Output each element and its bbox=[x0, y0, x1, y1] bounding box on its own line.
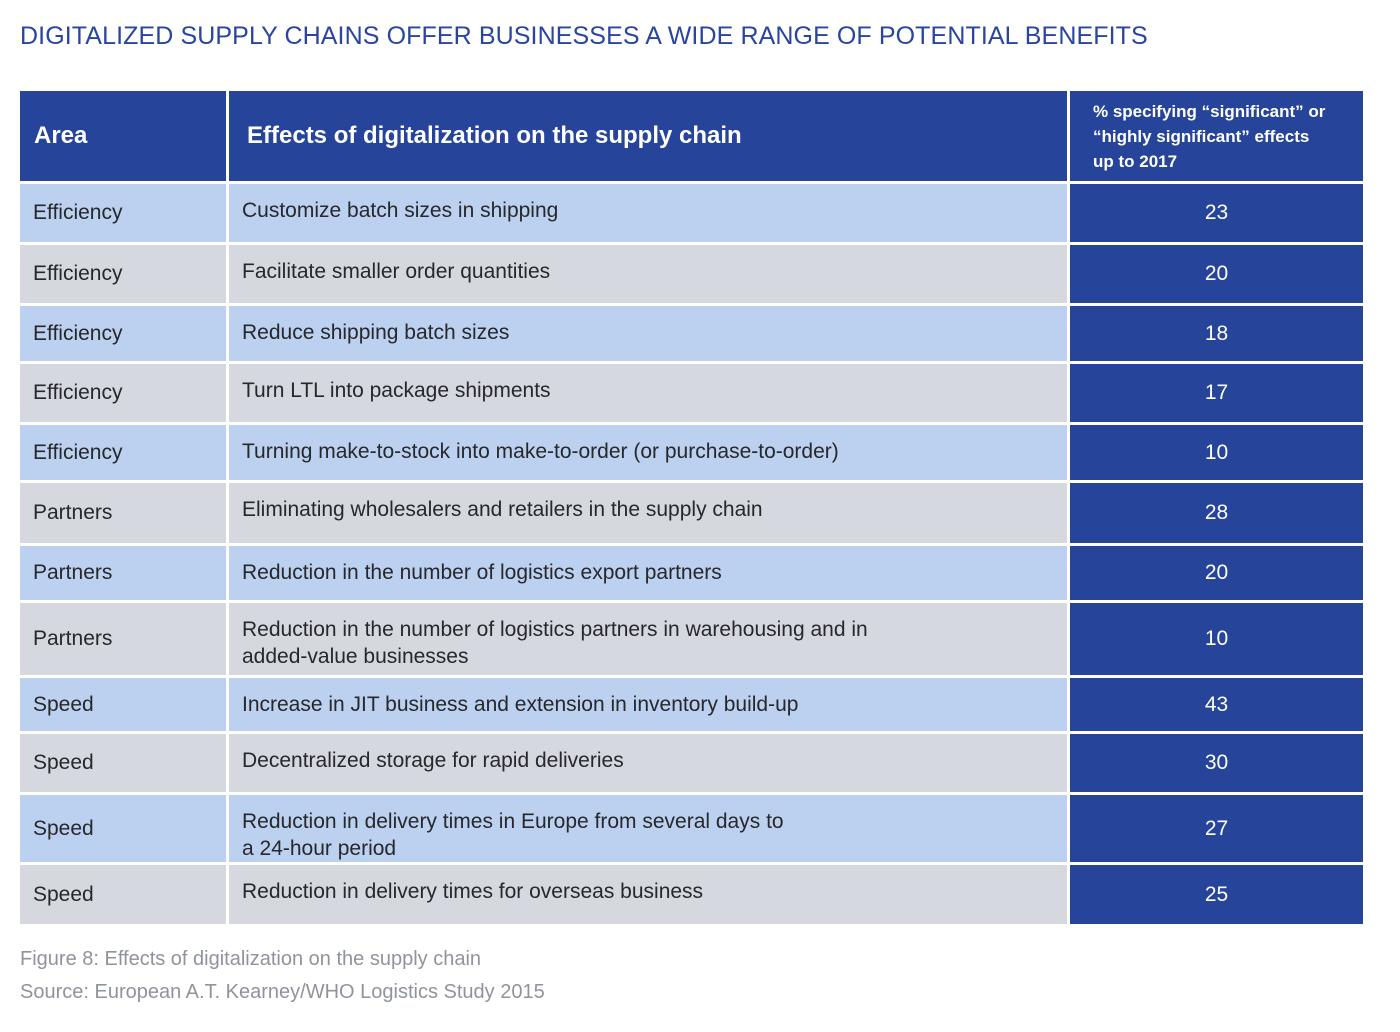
cell-area: Partners bbox=[20, 546, 226, 603]
cell-effect: Turn LTL into package shipments bbox=[229, 364, 1067, 425]
cell-effect: Reduce shipping batch sizes bbox=[229, 306, 1067, 364]
data-table: Area Effects of digitalization on the su… bbox=[20, 91, 1363, 927]
cell-value: 17 bbox=[1070, 364, 1363, 425]
cell-area: Efficiency bbox=[20, 245, 226, 306]
cell-effect: Eliminating wholesalers and retailers in… bbox=[229, 483, 1067, 546]
cell-value: 27 bbox=[1070, 795, 1363, 865]
cell-effect: Turning make-to-stock into make-to-order… bbox=[229, 425, 1067, 483]
page-title: DIGITALIZED SUPPLY CHAINS OFFER BUSINESS… bbox=[20, 22, 1148, 50]
cell-area: Efficiency bbox=[20, 425, 226, 483]
cell-area: Partners bbox=[20, 483, 226, 546]
cell-effect: Reduction in delivery times for overseas… bbox=[229, 865, 1067, 927]
header-area: Area bbox=[20, 91, 226, 184]
header-percent: % specifying “significant” or “highly si… bbox=[1070, 91, 1363, 184]
cell-area: Speed bbox=[20, 795, 226, 865]
cell-value: 20 bbox=[1070, 546, 1363, 603]
source-caption: Source: European A.T. Kearney/WHO Logist… bbox=[20, 981, 545, 1003]
cell-value: 43 bbox=[1070, 678, 1363, 734]
figure-caption: Figure 8: Effects of digitalization on t… bbox=[20, 948, 482, 970]
cell-effect: Reduction in the number of logistics par… bbox=[229, 603, 1067, 678]
cell-area: Speed bbox=[20, 678, 226, 734]
cell-value: 30 bbox=[1070, 734, 1363, 795]
cell-value: 28 bbox=[1070, 483, 1363, 546]
cell-area: Efficiency bbox=[20, 184, 226, 245]
cell-value: 10 bbox=[1070, 603, 1363, 678]
cell-value: 25 bbox=[1070, 865, 1363, 927]
cell-area: Speed bbox=[20, 734, 226, 795]
cell-area: Speed bbox=[20, 865, 226, 927]
cell-area: Partners bbox=[20, 603, 226, 678]
cell-value: 23 bbox=[1070, 184, 1363, 245]
cell-effect: Decentralized storage for rapid deliveri… bbox=[229, 734, 1067, 795]
cell-effect: Increase in JIT business and extension i… bbox=[229, 678, 1067, 734]
cell-value: 20 bbox=[1070, 245, 1363, 306]
cell-effect: Reduction in delivery times in Europe fr… bbox=[229, 795, 1067, 865]
cell-area: Efficiency bbox=[20, 306, 226, 364]
cell-area: Efficiency bbox=[20, 364, 226, 425]
cell-effect: Facilitate smaller order quantities bbox=[229, 245, 1067, 306]
header-effect: Effects of digitalization on the supply … bbox=[229, 91, 1067, 184]
cell-effect: Reduction in the number of logistics exp… bbox=[229, 546, 1067, 603]
cell-effect: Customize batch sizes in shipping bbox=[229, 184, 1067, 245]
cell-value: 10 bbox=[1070, 425, 1363, 483]
cell-value: 18 bbox=[1070, 306, 1363, 364]
